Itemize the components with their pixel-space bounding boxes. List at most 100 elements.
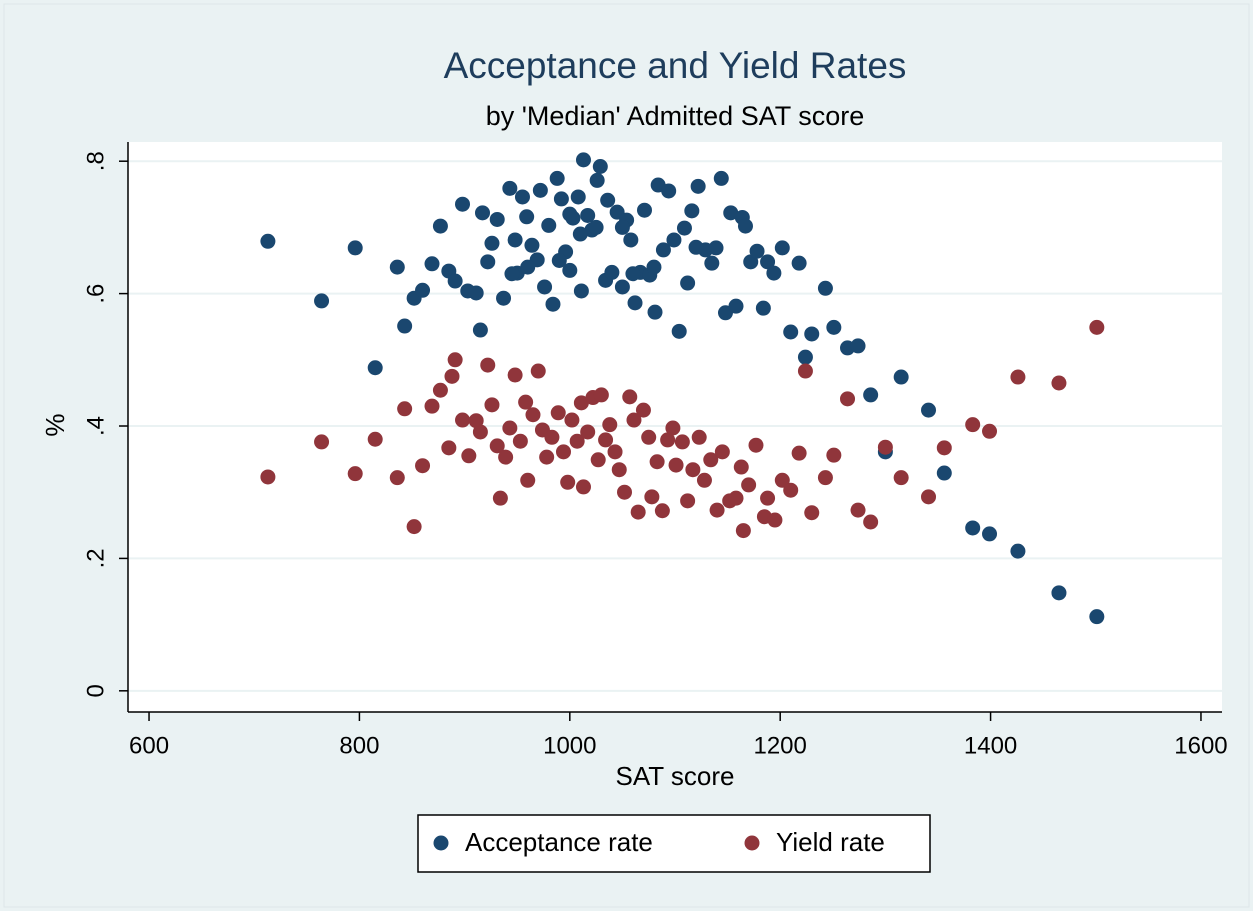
point [507, 232, 523, 248]
point [260, 469, 276, 485]
point [397, 401, 413, 417]
point [468, 285, 484, 301]
x-tick-label: 800 [339, 732, 379, 759]
point [539, 449, 555, 465]
point [783, 482, 799, 498]
point [741, 477, 757, 493]
point [817, 470, 833, 486]
point [314, 293, 330, 309]
point [432, 218, 448, 234]
point [580, 424, 596, 440]
point [691, 429, 707, 445]
point [532, 182, 548, 198]
point [760, 254, 776, 270]
y-tick-label: .4 [82, 416, 109, 436]
x-tick-label: 600 [129, 732, 169, 759]
point [630, 504, 646, 520]
point [774, 240, 790, 256]
point [518, 394, 534, 410]
point [496, 290, 512, 306]
point [680, 275, 696, 291]
point [982, 526, 998, 542]
point [1051, 585, 1067, 601]
point [671, 323, 687, 339]
point [728, 298, 744, 314]
point [774, 472, 790, 488]
point [627, 295, 643, 311]
point [635, 402, 651, 418]
legend-marker [433, 835, 449, 851]
point [424, 256, 440, 272]
point [749, 243, 765, 259]
point [472, 322, 488, 338]
point [444, 368, 460, 384]
y-tick-label: .8 [82, 151, 109, 171]
point [524, 237, 540, 253]
point [602, 417, 618, 433]
point [314, 434, 330, 450]
point [504, 266, 520, 282]
point [545, 296, 561, 312]
point [646, 259, 662, 275]
point [863, 387, 879, 403]
point [447, 273, 463, 289]
point [654, 503, 670, 519]
point [406, 519, 422, 535]
point [850, 502, 866, 518]
point [840, 391, 856, 407]
point [783, 324, 799, 340]
point [455, 196, 471, 212]
point [1089, 609, 1105, 625]
point [544, 429, 560, 445]
point [936, 465, 952, 481]
point [674, 434, 690, 450]
point [690, 178, 706, 194]
point [569, 433, 585, 449]
point [982, 423, 998, 439]
point [797, 349, 813, 365]
point [472, 424, 488, 440]
point [611, 462, 627, 478]
point [480, 357, 496, 373]
point [415, 282, 431, 298]
point [708, 240, 724, 256]
point [625, 266, 641, 282]
x-axis-label: SAT score [616, 761, 735, 791]
point [728, 490, 744, 506]
point [570, 189, 586, 205]
point [489, 211, 505, 227]
point [562, 262, 578, 278]
point [622, 389, 638, 405]
y-tick-label: .6 [82, 284, 109, 304]
point [537, 279, 553, 295]
point [553, 191, 569, 207]
chart-title: Acceptance and Yield Rates [444, 45, 907, 86]
point [748, 437, 764, 453]
point [626, 412, 642, 428]
y-tick-label: .2 [82, 548, 109, 568]
point [766, 265, 782, 281]
point [525, 407, 541, 423]
point [936, 440, 952, 456]
point [455, 412, 471, 428]
point [665, 420, 681, 436]
point [589, 172, 605, 188]
point [588, 219, 604, 235]
point [680, 493, 696, 509]
point [564, 412, 580, 428]
point [480, 254, 496, 270]
point [893, 470, 909, 486]
point [432, 382, 448, 398]
y-tick-label: 0 [82, 684, 109, 697]
point [617, 484, 633, 500]
point [549, 170, 565, 186]
point [797, 363, 813, 379]
point [600, 192, 616, 208]
y-axis-label: % [40, 413, 70, 436]
point [877, 439, 893, 455]
point [623, 232, 639, 248]
point [514, 189, 530, 205]
point [826, 447, 842, 463]
